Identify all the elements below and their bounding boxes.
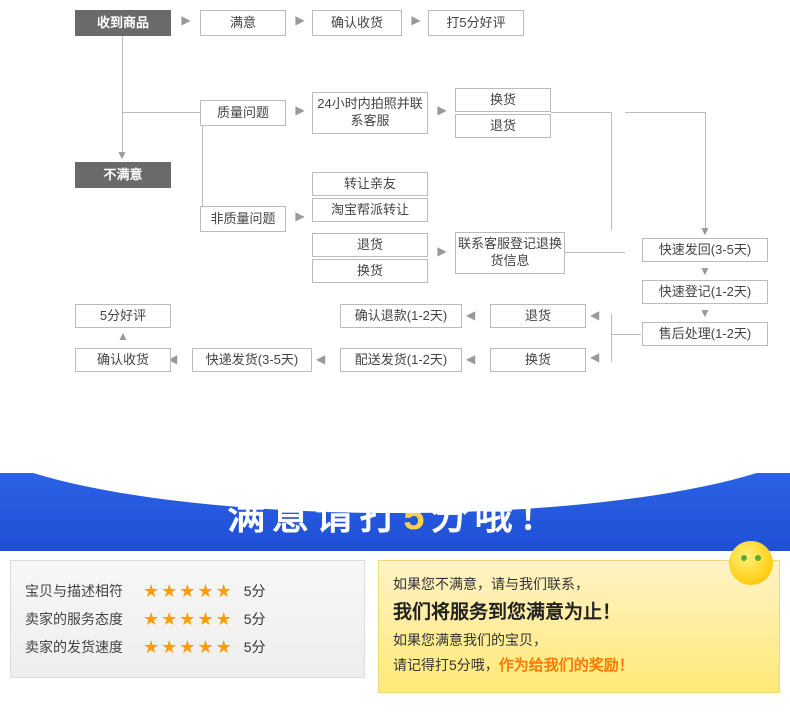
star-icon: ★ <box>216 582 232 600</box>
node-return-1: 退货 <box>455 114 551 138</box>
star-icon: ★ <box>197 610 213 628</box>
star-icon: ★ <box>179 638 195 656</box>
star-icon: ★ <box>143 638 159 656</box>
flow-line <box>625 112 705 113</box>
node-confirm-receipt: 确认收货 <box>312 10 402 36</box>
rating-label: 宝贝与描述相符 <box>25 581 137 601</box>
star-group: ★★★★★ <box>143 582 232 600</box>
node-return-3: 退货 <box>490 304 586 328</box>
msg-line3: 如果您满意我们的宝贝， <box>393 629 765 653</box>
arrow-right-icon: ▶ <box>290 13 310 27</box>
star-group: ★★★★★ <box>143 638 232 656</box>
msg-line2: 我们将服务到您满意为止！ <box>393 597 765 629</box>
node-confirm-refund: 确认退款(1-2天) <box>340 304 462 328</box>
arrow-right-icon: ▶ <box>290 103 310 117</box>
arrow-right-icon: ▶ <box>432 244 452 258</box>
node-exchange-3: 换货 <box>490 348 586 372</box>
node-exchange-2: 换货 <box>312 259 428 283</box>
msg-line4: 请记得打5分哦，作为给我们的奖励！ <box>393 653 765 679</box>
node-satisfied: 满意 <box>200 10 286 36</box>
arrow-left-icon: ◀ <box>590 308 599 322</box>
after-sale-flowchart: 收到商品 ▶ 满意 ▶ 确认收货 ▶ 打5分好评 ▼ 不满意 质量问题 ▶ 24… <box>0 0 790 430</box>
flow-line <box>551 112 611 113</box>
flow-line <box>705 112 706 230</box>
node-express: 快递发货(3-5天) <box>192 348 312 372</box>
flow-line <box>611 334 641 335</box>
star-icon: ★ <box>197 582 213 600</box>
star-icon: ★ <box>143 610 159 628</box>
node-transfer-friend: 转让亲友 <box>312 172 428 196</box>
node-delivery: 配送发货(1-2天) <box>340 348 462 372</box>
arrow-right-icon: ▶ <box>432 103 452 117</box>
arrow-right-icon: ▶ <box>406 13 426 27</box>
star-icon: ★ <box>161 610 177 628</box>
star-icon: ★ <box>161 638 177 656</box>
rating-promo-section: 满意请打5分哦！ 宝贝与描述相符 ★★★★★ 5分 卖家的服务态度 ★★★★★ … <box>0 430 790 723</box>
star-icon: ★ <box>197 638 213 656</box>
arrow-right-icon: ▶ <box>290 209 310 223</box>
msg-line4b: 作为给我们的奖励！ <box>499 657 634 674</box>
rating-score: 5分 <box>244 581 266 601</box>
node-return-2: 退货 <box>312 233 428 257</box>
star-icon: ★ <box>216 638 232 656</box>
arrow-down-icon: ▼ <box>699 306 711 320</box>
star-icon: ★ <box>179 610 195 628</box>
star-icon: ★ <box>216 610 232 628</box>
node-quality-issue: 质量问题 <box>200 100 286 126</box>
rating-row: 卖家的发货速度 ★★★★★ 5分 <box>25 637 350 657</box>
rating-label: 卖家的发货速度 <box>25 637 137 657</box>
arrow-left-icon: ◀ <box>466 308 475 322</box>
flow-line <box>611 314 612 362</box>
rating-row: 卖家的服务态度 ★★★★★ 5分 <box>25 609 350 629</box>
banner-curve <box>0 473 790 523</box>
flow-line <box>122 36 123 152</box>
node-contact-24h: 24小时内拍照并联系客服 <box>312 92 428 134</box>
blue-banner: 满意请打5分哦！ <box>0 473 790 551</box>
flow-line <box>202 126 203 218</box>
star-icon: ★ <box>161 582 177 600</box>
star-group: ★★★★★ <box>143 610 232 628</box>
flow-line <box>122 112 202 113</box>
star-icon: ★ <box>179 582 195 600</box>
flow-line <box>565 252 625 253</box>
node-confirm-receipt-2: 确认收货 <box>75 348 171 372</box>
arrow-left-icon: ◀ <box>316 352 325 366</box>
arrow-down-icon: ▼ <box>699 264 711 278</box>
msg-line4a: 请记得打5分哦， <box>393 657 499 673</box>
rating-label: 卖家的服务态度 <box>25 609 137 629</box>
node-exchange-1: 换货 <box>455 88 551 112</box>
smiley-icon <box>729 541 773 585</box>
rating-score: 5分 <box>244 637 266 657</box>
star-icon: ★ <box>143 582 159 600</box>
ratings-panel: 宝贝与描述相符 ★★★★★ 5分 卖家的服务态度 ★★★★★ 5分 卖家的发货速… <box>10 560 365 678</box>
node-fast-register: 快速登记(1-2天) <box>642 280 768 304</box>
arrow-up-icon: ▲ <box>117 329 129 343</box>
rating-row: 宝贝与描述相符 ★★★★★ 5分 <box>25 581 350 601</box>
arrow-left-icon: ◀ <box>590 350 599 364</box>
node-5star-2: 5分好评 <box>75 304 171 328</box>
node-non-quality: 非质量问题 <box>200 206 286 232</box>
node-transfer-taobao: 淘宝帮派转让 <box>312 198 428 222</box>
node-not-satisfied: 不满意 <box>75 162 171 188</box>
node-contact-register: 联系客服登记退换货信息 <box>455 232 565 274</box>
message-panel: 如果您不满意，请与我们联系， 我们将服务到您满意为止！ 如果您满意我们的宝贝， … <box>378 560 780 693</box>
node-5star-review: 打5分好评 <box>428 10 524 36</box>
arrow-down-icon: ▼ <box>116 148 128 162</box>
arrow-left-icon: ◀ <box>466 352 475 366</box>
msg-line1: 如果您不满意，请与我们联系， <box>393 573 765 597</box>
node-received: 收到商品 <box>75 10 171 36</box>
arrow-right-icon: ▶ <box>176 13 196 27</box>
arrow-down-icon: ▼ <box>699 224 711 238</box>
node-after-sale: 售后处理(1-2天) <box>642 322 768 346</box>
flow-line <box>611 112 612 230</box>
node-fast-return: 快速发回(3-5天) <box>642 238 768 262</box>
rating-score: 5分 <box>244 609 266 629</box>
